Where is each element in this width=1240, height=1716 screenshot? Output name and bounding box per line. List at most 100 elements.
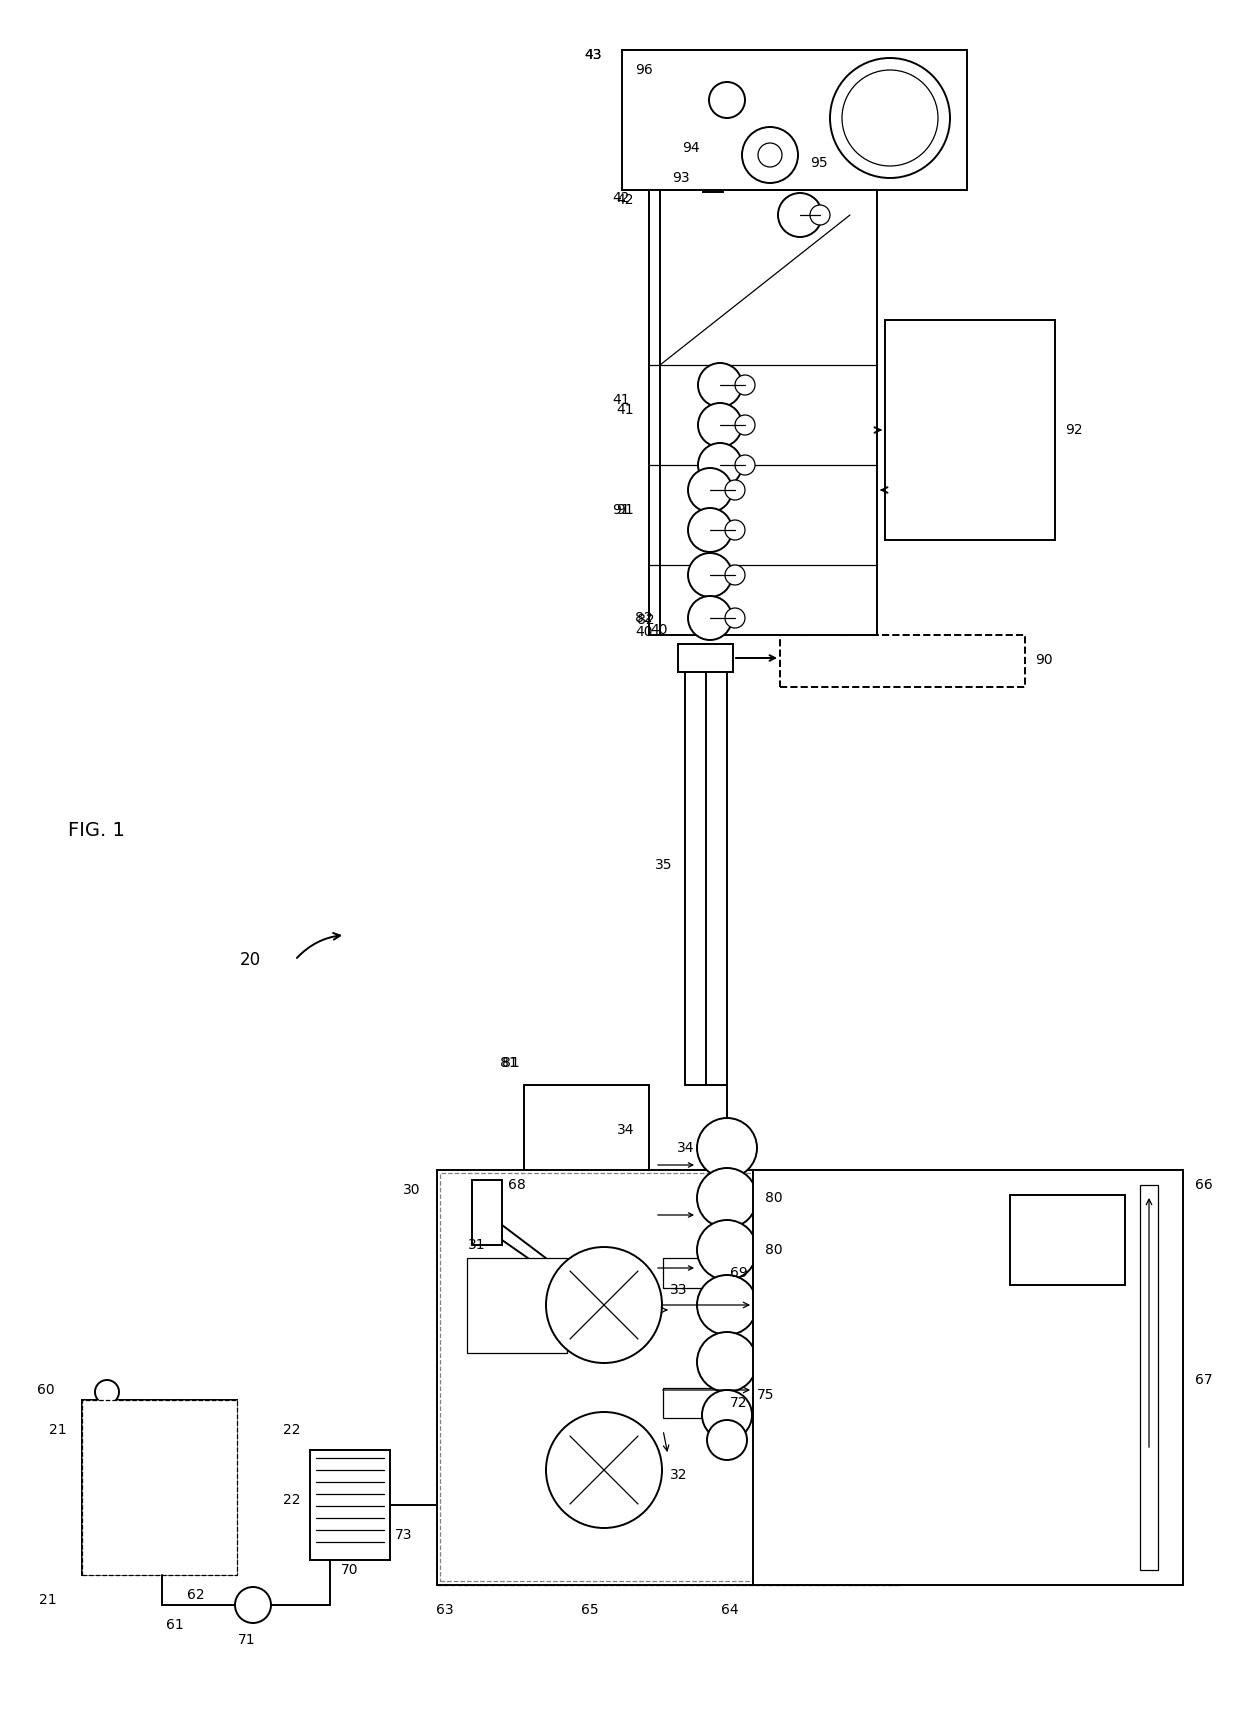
Text: 30: 30	[403, 1182, 420, 1198]
Bar	[467, 1258, 567, 1352]
Circle shape	[725, 607, 745, 628]
Text: 40: 40	[651, 623, 668, 637]
Text: 42: 42	[616, 192, 634, 208]
Text: 43: 43	[584, 48, 601, 62]
Circle shape	[725, 149, 754, 177]
Text: 22: 22	[283, 1423, 300, 1436]
Circle shape	[830, 58, 950, 178]
Bar	[649, 175, 877, 635]
Circle shape	[697, 1119, 756, 1177]
Bar	[472, 1181, 502, 1246]
Bar	[678, 644, 733, 673]
Circle shape	[688, 595, 732, 640]
Bar	[622, 50, 967, 190]
Circle shape	[842, 70, 937, 166]
Text: 62: 62	[187, 1587, 205, 1603]
Text: 67: 67	[1195, 1373, 1213, 1387]
Circle shape	[546, 1412, 662, 1527]
Circle shape	[882, 110, 898, 125]
Circle shape	[697, 1220, 756, 1280]
Bar	[885, 319, 1055, 541]
Text: 31: 31	[467, 1237, 486, 1253]
Circle shape	[777, 192, 822, 237]
Text: 93: 93	[672, 172, 689, 185]
Text: 70: 70	[341, 1563, 358, 1577]
Text: 43: 43	[584, 48, 601, 62]
Bar	[663, 1388, 723, 1417]
Circle shape	[856, 82, 925, 153]
Circle shape	[546, 1248, 662, 1363]
Text: FIG. 1: FIG. 1	[68, 820, 125, 839]
Text: 75: 75	[756, 1388, 775, 1402]
Circle shape	[688, 508, 732, 553]
Circle shape	[698, 364, 742, 407]
Circle shape	[698, 443, 742, 487]
Circle shape	[688, 553, 732, 597]
Text: 40: 40	[635, 625, 653, 638]
Circle shape	[868, 96, 911, 141]
Text: 81: 81	[502, 1055, 520, 1071]
Text: 34: 34	[616, 1122, 634, 1138]
Text: 64: 64	[722, 1603, 739, 1616]
Circle shape	[701, 149, 729, 177]
Bar	[440, 1174, 898, 1580]
Text: 95: 95	[810, 156, 827, 170]
Circle shape	[95, 1380, 119, 1404]
Circle shape	[725, 565, 745, 585]
Bar	[663, 1258, 723, 1289]
Bar	[310, 1450, 391, 1560]
Bar	[684, 645, 727, 1085]
Text: 82: 82	[637, 613, 655, 626]
Circle shape	[236, 1587, 272, 1623]
Text: 82: 82	[635, 611, 653, 625]
Text: 68: 68	[508, 1177, 526, 1193]
Text: 90: 90	[1035, 654, 1053, 668]
Text: 32: 32	[670, 1467, 687, 1483]
Text: 41: 41	[613, 393, 630, 407]
Circle shape	[698, 403, 742, 446]
Circle shape	[697, 1169, 756, 1229]
Circle shape	[688, 468, 732, 511]
Text: 22: 22	[283, 1493, 300, 1507]
Bar	[82, 1400, 237, 1575]
Text: 34: 34	[677, 1141, 694, 1155]
Text: 60: 60	[37, 1383, 55, 1397]
Text: 71: 71	[238, 1634, 255, 1647]
Text: 73: 73	[396, 1527, 413, 1543]
Circle shape	[758, 142, 782, 166]
Text: 65: 65	[582, 1603, 599, 1616]
Text: 96: 96	[635, 63, 652, 77]
Text: 66: 66	[1195, 1177, 1213, 1193]
Circle shape	[725, 480, 745, 499]
Circle shape	[707, 1421, 746, 1460]
Circle shape	[742, 127, 799, 184]
Circle shape	[709, 82, 745, 118]
Text: 81: 81	[500, 1055, 518, 1071]
Circle shape	[725, 520, 745, 541]
Text: 72: 72	[730, 1397, 748, 1411]
Text: 80: 80	[765, 1191, 782, 1205]
Circle shape	[810, 204, 830, 225]
Circle shape	[735, 415, 755, 434]
Text: 92: 92	[1065, 424, 1083, 438]
Text: 80: 80	[765, 1242, 782, 1258]
Text: 41: 41	[616, 403, 634, 417]
Text: 35: 35	[655, 858, 672, 872]
Circle shape	[697, 1275, 756, 1335]
Bar	[436, 1170, 901, 1586]
Text: 91: 91	[613, 503, 630, 517]
Text: 69: 69	[730, 1266, 748, 1280]
Text: 20: 20	[239, 951, 260, 970]
Bar	[1140, 1186, 1158, 1570]
Text: 21: 21	[50, 1423, 67, 1436]
Text: 94: 94	[682, 141, 701, 154]
Bar	[525, 1085, 649, 1170]
Text: 61: 61	[166, 1618, 184, 1632]
Circle shape	[697, 1332, 756, 1392]
Text: 33: 33	[670, 1284, 687, 1297]
Circle shape	[735, 455, 755, 475]
Text: 91: 91	[616, 503, 634, 517]
Bar	[1011, 1194, 1125, 1285]
Bar	[703, 172, 723, 192]
Circle shape	[735, 376, 755, 395]
